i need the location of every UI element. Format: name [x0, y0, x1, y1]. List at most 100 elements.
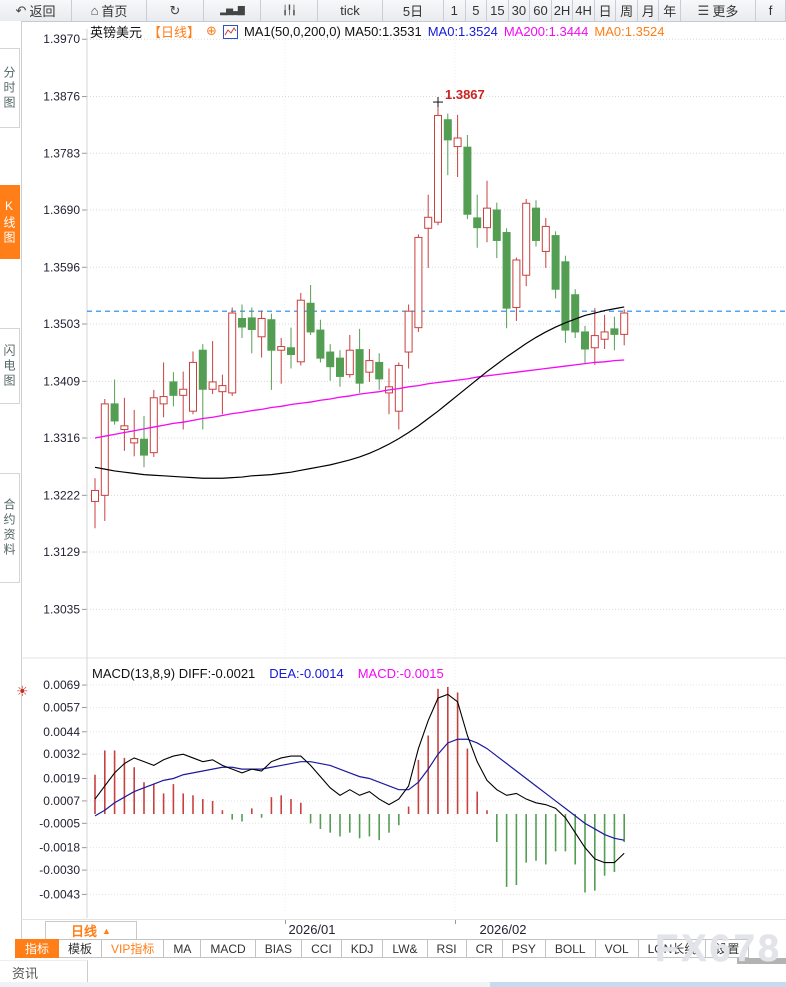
price-axis-label: 1.3222 — [43, 488, 80, 502]
indicator-tab-ma[interactable]: MA — [164, 939, 202, 958]
refresh-button[interactable]: ↻ — [147, 0, 204, 21]
bar-chart-view-button[interactable]: ▂▅▃▇ — [204, 0, 261, 21]
period-month-button[interactable]: 月 — [638, 0, 660, 21]
clipped-edge-button[interactable]: f — [756, 0, 786, 21]
month-label-2026-02: 2026/02 — [479, 922, 527, 937]
indicator-tab-vol[interactable]: VOL — [595, 939, 639, 958]
indicator-tab-vip[interactable]: VIP指标 — [102, 939, 165, 958]
period-selector-label: 日线 — [71, 924, 98, 939]
macd-axis-label: -0.0018 — [39, 841, 80, 855]
period-1-button-label: 1 — [450, 3, 458, 18]
period-5-button-label: 5 — [472, 3, 480, 18]
symbol-name: 英镑美元 — [90, 24, 143, 40]
bottom-strip — [0, 982, 786, 987]
indicator-tab-settings[interactable]: 设置 — [706, 939, 750, 958]
ma200-value: MA200:1.3444 — [503, 23, 589, 39]
high-price-annotation: 1.3867 — [445, 87, 485, 102]
macd-axis-label: 0.0044 — [43, 725, 80, 739]
indicator-tab-indicators[interactable]: 指标 — [15, 939, 60, 958]
fx678-watermark: FX678 — [655, 928, 782, 970]
macd-header: MACD(13,8,9) DIFF:-0.0021 DEA:-0.0014 MA… — [92, 666, 444, 681]
macd-settings-diff-label: MACD(13,8,9) DIFF:-0.0021 — [92, 666, 256, 681]
period-day-button[interactable]: 日 — [595, 0, 617, 21]
period-5-button[interactable]: 5 — [466, 0, 488, 21]
month-tick — [285, 920, 286, 924]
price-axis-label: 1.3035 — [43, 602, 80, 616]
period-30-button-label: 30 — [511, 3, 527, 18]
more-button-label: 更多 — [712, 4, 739, 19]
ma0-orange-value: MA0:1.3524 — [594, 23, 665, 39]
horizontal-scrollbar-thumb[interactable] — [737, 958, 786, 964]
period-60-button[interactable]: 60 — [530, 0, 552, 21]
period-1-button[interactable]: 1 — [444, 0, 466, 21]
indicator-tab-lon[interactable]: LON长线 — [638, 939, 707, 958]
indicator-tab-templates[interactable]: 模板 — [59, 939, 103, 958]
ma0-blue-value: MA0:1.3524 — [427, 23, 498, 39]
ma-settings-label: MA1(50,0,200,0) MA50:1.3531 — [243, 23, 422, 39]
period-year-button[interactable]: 年 — [659, 0, 682, 21]
home-button[interactable]: ⌂ 首页 — [72, 0, 147, 21]
indicator-tab-cci[interactable]: CCI — [302, 939, 342, 958]
refresh-icon: ↻ — [169, 2, 181, 18]
indicator-tab-cr[interactable]: CR — [466, 939, 503, 958]
price-axis-label: 1.3596 — [43, 260, 80, 274]
macd-axis-label: -0.0043 — [39, 887, 80, 901]
indicator-tab-boll[interactable]: BOLL — [545, 939, 596, 958]
candle-sliders-icon: ╽╿╽ — [282, 5, 296, 15]
back-arrow-icon: ↶ — [15, 2, 27, 18]
period-week-button[interactable]: 周 — [616, 0, 638, 21]
period-4h-button-label: 4H — [575, 3, 592, 18]
period-30-button[interactable]: 30 — [509, 0, 531, 21]
indicator-sun-icon[interactable]: ☀ — [16, 683, 29, 699]
month-tick — [455, 920, 456, 924]
period-60-button-label: 60 — [533, 3, 548, 18]
indicator-tab-lwr[interactable]: LW& — [383, 939, 428, 958]
period-tick-button-label: tick — [340, 3, 360, 18]
clipped-edge-button-label: f — [768, 3, 773, 18]
more-button[interactable]: ☰ 更多 — [681, 0, 757, 21]
back-button[interactable]: ↶ 返回 — [0, 0, 72, 21]
period-15-button[interactable]: 15 — [487, 0, 509, 21]
sidebar-tab-contract-info[interactable]: 合约资料 — [0, 473, 20, 583]
period-month-button-label: 月 — [641, 4, 655, 19]
candlestick-macd-chart[interactable]: 1.3970 1.3876 1.3783 1.3690 1.3596 1.3503 1.34… — [21, 21, 786, 919]
period-tick-button[interactable]: tick — [318, 0, 383, 21]
period-day-button-label: 日 — [598, 4, 612, 19]
indicator-tab-macd[interactable]: MACD — [201, 939, 256, 958]
news-tab-label: 资讯 — [12, 966, 39, 981]
macd-axis-label: -0.0030 — [39, 863, 80, 877]
chart-legend: 英镑美元 【日线】 ⊕ MA1(50,0,200,0) MA50:1.3531 … — [90, 23, 665, 40]
month-label-2026-01: 2026/01 — [288, 922, 336, 937]
period-5d-button[interactable]: 5日 — [383, 0, 444, 21]
home-button-label: 首页 — [101, 4, 128, 19]
indicator-tab-bias[interactable]: BIAS — [255, 939, 303, 958]
indicator-tab-rsi[interactable]: RSI — [427, 939, 467, 958]
indicator-tab-psy[interactable]: PSY — [502, 939, 546, 958]
back-button-label: 返回 — [29, 4, 56, 19]
sidebar-tab-kline[interactable]: K线图 — [0, 185, 20, 259]
indicator-tab-kdj[interactable]: KDJ — [341, 939, 384, 958]
period-selector[interactable]: 日线 ▲ — [45, 921, 137, 940]
period-4h-button[interactable]: 4H — [573, 0, 595, 21]
period-2h-button-label: 2H — [553, 3, 571, 18]
menu-icon: ☰ — [697, 2, 710, 18]
news-tab[interactable]: 资讯 — [0, 960, 88, 984]
price-axis-label: 1.3316 — [43, 431, 80, 445]
bar-chart-icon: ▂▅▃▇ — [220, 5, 245, 15]
home-icon: ⌂ — [90, 3, 99, 18]
left-sidebar: ☀ 分时图 K线图闪电图合约资料 — [0, 21, 29, 958]
candle-view-button[interactable]: ╽╿╽ — [261, 0, 318, 21]
add-indicator-icon[interactable]: ⊕ — [206, 23, 217, 38]
period-15-button-label: 15 — [490, 3, 505, 18]
period-year-button-label: 年 — [663, 4, 677, 19]
period-2h-button[interactable]: 2H — [552, 0, 574, 21]
mini-chart-icon[interactable] — [222, 25, 238, 39]
macd-value: MACD:-0.0015 — [357, 666, 444, 681]
top-toolbar: ↶ 返回 ⌂ 首页 ↻ ▂▅▃▇ ╽╿╽ tick 5日 1 5 15 30 60 2H 4H 日周月年 ☰ 更多 f — [0, 0, 786, 22]
indicator-toolbar: 指标 模板 VIP指标 MA MACD BIAS CCI KDJ LW& RSI CR PSY BOLL… — [0, 939, 786, 958]
period-week-button-label: 周 — [620, 4, 634, 19]
period-5d-button-label: 5日 — [402, 4, 424, 19]
sidebar-tab-timeshare[interactable]: 分时图 — [0, 48, 20, 128]
bottom-strip-progress — [490, 982, 786, 987]
sidebar-tab-lightning[interactable]: 闪电图 — [0, 328, 20, 404]
